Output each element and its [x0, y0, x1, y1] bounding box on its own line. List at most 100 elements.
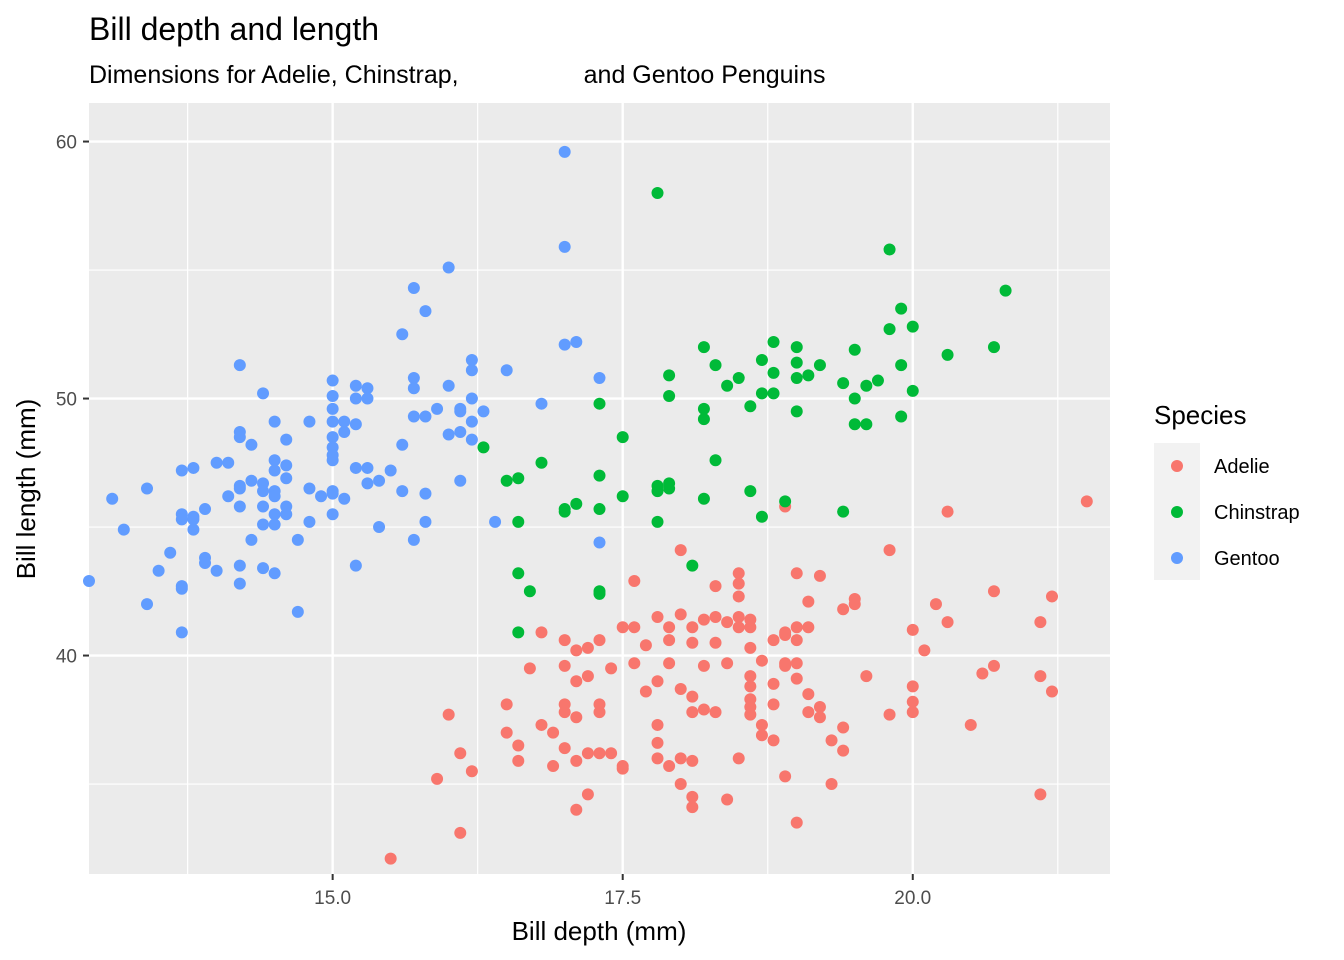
- point-adelie: [976, 667, 989, 680]
- point-chinstrap: [709, 359, 722, 372]
- point-chinstrap: [535, 456, 548, 469]
- point-gentoo: [396, 328, 409, 341]
- point-gentoo: [175, 626, 188, 639]
- point-chinstrap: [871, 374, 884, 387]
- point-chinstrap: [848, 392, 861, 405]
- point-chinstrap: [732, 371, 745, 384]
- point-gentoo: [141, 482, 154, 495]
- point-gentoo: [268, 490, 281, 503]
- point-adelie: [883, 708, 896, 721]
- point-adelie: [755, 718, 768, 731]
- point-adelie: [639, 639, 652, 652]
- point-chinstrap: [755, 387, 768, 400]
- point-adelie: [535, 718, 548, 731]
- point-adelie: [686, 636, 699, 649]
- point-gentoo: [326, 374, 339, 387]
- point-gentoo: [396, 485, 409, 498]
- point-adelie: [779, 770, 792, 783]
- point-gentoo: [233, 359, 246, 372]
- point-gentoo: [268, 454, 281, 467]
- point-chinstrap: [860, 418, 873, 431]
- point-gentoo: [326, 402, 339, 415]
- point-chinstrap: [848, 418, 861, 431]
- point-adelie: [512, 739, 525, 752]
- point-gentoo: [233, 559, 246, 572]
- point-adelie: [987, 659, 1000, 672]
- point-gentoo: [268, 415, 281, 428]
- point-adelie: [593, 698, 606, 711]
- point-adelie: [465, 765, 478, 778]
- point-gentoo: [500, 364, 513, 377]
- point-gentoo: [303, 482, 316, 495]
- point-chinstrap: [500, 474, 513, 487]
- point-adelie: [825, 734, 838, 747]
- point-adelie: [500, 698, 513, 711]
- point-chinstrap: [837, 377, 850, 390]
- point-chinstrap: [697, 402, 710, 415]
- point-adelie: [663, 760, 676, 773]
- point-adelie: [802, 688, 815, 701]
- point-adelie: [755, 729, 768, 742]
- point-adelie: [1080, 495, 1093, 508]
- point-adelie: [581, 788, 594, 801]
- point-gentoo: [280, 433, 293, 446]
- point-adelie: [431, 772, 444, 785]
- point-adelie: [709, 636, 722, 649]
- point-adelie: [535, 626, 548, 639]
- point-adelie: [639, 685, 652, 698]
- point-gentoo: [175, 513, 188, 526]
- point-gentoo: [361, 461, 374, 474]
- point-adelie: [709, 706, 722, 719]
- point-adelie: [512, 754, 525, 767]
- point-adelie: [651, 675, 664, 688]
- point-gentoo: [593, 371, 606, 384]
- point-adelie: [674, 544, 687, 557]
- point-chinstrap: [744, 485, 757, 498]
- point-adelie: [500, 726, 513, 739]
- point-adelie: [732, 577, 745, 590]
- point-adelie: [674, 682, 687, 695]
- point-adelie: [918, 644, 931, 657]
- point-chinstrap: [721, 379, 734, 392]
- point-adelie: [790, 567, 803, 580]
- point-adelie: [628, 575, 641, 588]
- point-adelie: [837, 603, 850, 616]
- point-adelie: [732, 611, 745, 623]
- point-gentoo: [291, 605, 304, 618]
- point-adelie: [651, 752, 664, 765]
- point-chinstrap: [697, 413, 710, 426]
- point-gentoo: [338, 425, 351, 438]
- point-adelie: [663, 621, 676, 634]
- point-gentoo: [396, 438, 409, 451]
- legend-label-adelie: Adelie: [1214, 456, 1270, 478]
- point-adelie: [1034, 670, 1047, 683]
- point-gentoo: [465, 415, 478, 428]
- point-gentoo: [373, 474, 386, 487]
- point-adelie: [674, 608, 687, 621]
- point-adelie: [744, 641, 757, 654]
- point-gentoo: [349, 392, 362, 405]
- point-chinstrap: [755, 354, 768, 366]
- point-adelie: [790, 634, 803, 647]
- point-gentoo: [199, 557, 212, 570]
- point-gentoo: [187, 461, 200, 474]
- point-chinstrap: [512, 515, 525, 528]
- y-tick-label: 60: [56, 133, 77, 154]
- point-adelie: [987, 585, 1000, 598]
- point-adelie: [790, 672, 803, 685]
- point-chinstrap: [558, 503, 571, 516]
- point-chinstrap: [616, 431, 629, 444]
- point-adelie: [686, 690, 699, 703]
- point-chinstrap: [895, 302, 908, 315]
- point-adelie: [1045, 685, 1058, 698]
- legend-key-chinstrap: [1171, 506, 1183, 518]
- point-chinstrap: [744, 400, 757, 413]
- point-adelie: [651, 736, 664, 749]
- point-adelie: [721, 793, 734, 806]
- point-chinstrap: [593, 503, 606, 516]
- point-gentoo: [326, 487, 339, 500]
- point-gentoo: [535, 397, 548, 410]
- point-chinstrap: [512, 626, 525, 639]
- point-adelie: [802, 595, 815, 608]
